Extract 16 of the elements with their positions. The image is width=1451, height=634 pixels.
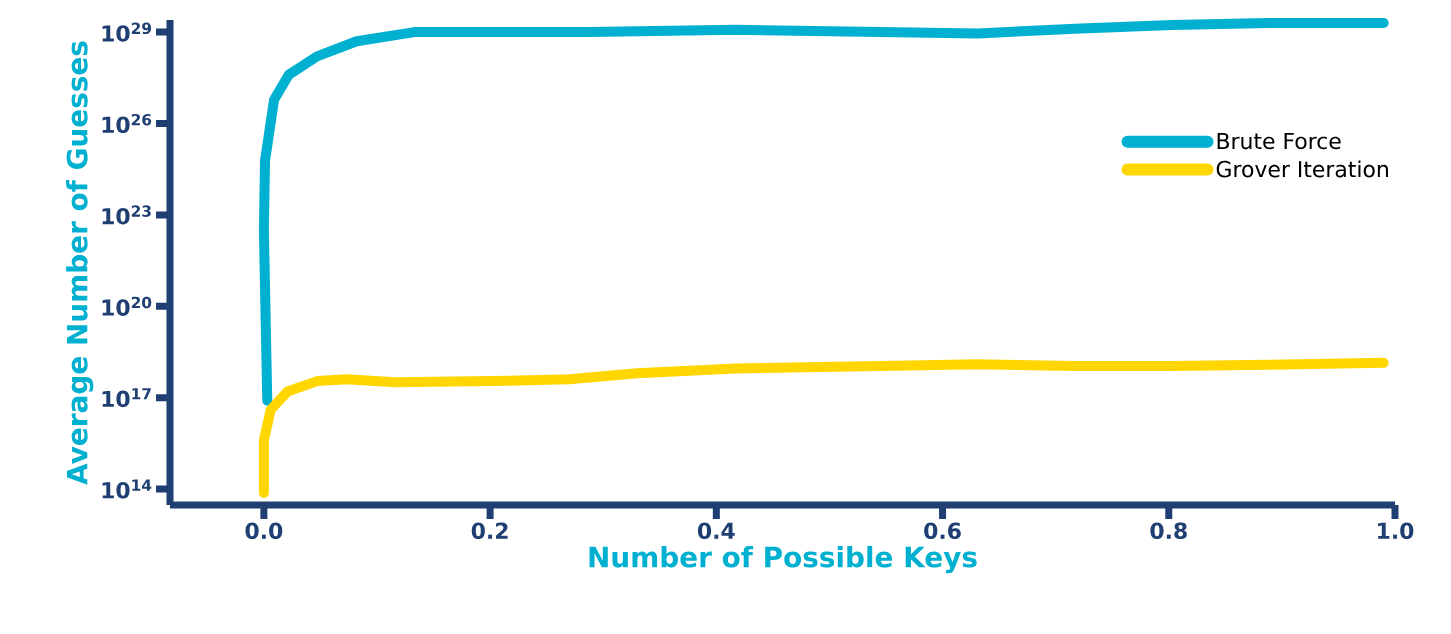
x-tick-label: 0.0: [245, 522, 283, 540]
y-axis-title: Average Number of Guesses: [66, 41, 94, 485]
y-tick-label: 10$^{20}$: [102, 296, 152, 316]
x-tick-label: 0.8: [1150, 522, 1187, 540]
x-tick-label: 1.0: [1378, 522, 1414, 540]
y-tick-label: 10$^{29}$: [102, 22, 151, 42]
legend-label: Grover Iteration: [1216, 160, 1388, 178]
x-tick-label: 0.2: [471, 522, 508, 540]
y-tick-label: 10$^{17}$: [102, 388, 151, 408]
y-tick-label: 10$^{26}$: [102, 113, 152, 134]
legend-label: Brute Force: [1217, 132, 1341, 150]
x-tick-label: 0.6: [924, 522, 961, 540]
x-tick-label: 0.4: [697, 522, 735, 540]
y-tick-label: 10$^{14}$: [102, 479, 152, 499]
y-tick-label: 10$^{23}$: [102, 205, 151, 225]
x-axis-title: Number of Possible Keys: [589, 545, 977, 574]
